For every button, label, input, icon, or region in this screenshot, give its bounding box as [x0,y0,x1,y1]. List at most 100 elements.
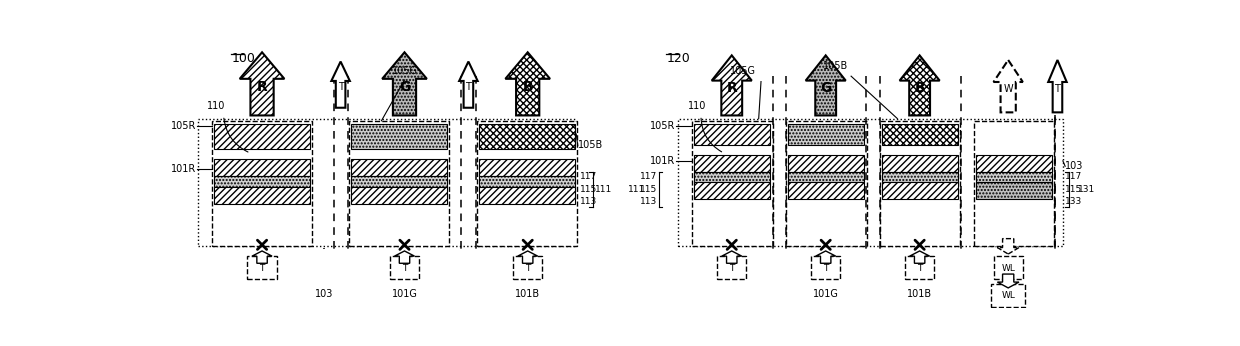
Text: B: B [914,81,925,95]
Text: T: T [823,264,828,273]
Text: T: T [729,264,734,273]
Text: T: T [402,264,407,273]
Polygon shape [506,52,551,116]
Bar [350,121,449,246]
Text: T: T [259,264,264,273]
Bar [786,121,867,246]
Polygon shape [997,239,1019,254]
Text: 113: 113 [640,197,657,206]
Bar [351,124,446,148]
Text: 105B: 105B [578,140,603,151]
Bar [976,172,1052,182]
Bar [215,124,310,148]
Text: T: T [1054,84,1060,94]
Bar [882,124,959,145]
Bar [479,124,574,148]
Polygon shape [239,52,284,116]
Bar [976,182,1052,199]
Polygon shape [382,52,427,116]
Bar [248,256,277,279]
Text: T: T [465,82,471,92]
Text: 103: 103 [1065,161,1084,171]
Bar [694,155,770,172]
Bar [694,124,770,145]
Text: 101G: 101G [812,289,838,299]
Bar [694,182,770,199]
Polygon shape [910,251,930,263]
Bar [198,119,575,246]
Bar [882,172,959,182]
Bar [973,121,1054,246]
Text: 101B: 101B [515,289,541,299]
Polygon shape [722,251,742,263]
Text: 103: 103 [315,289,332,299]
Polygon shape [459,62,477,108]
Bar [212,121,312,246]
Bar [882,155,959,172]
Text: 111: 111 [627,185,645,194]
Polygon shape [331,62,350,108]
Polygon shape [899,55,940,116]
Text: 105G: 105G [730,66,756,76]
Text: 105B: 105B [823,61,848,71]
Polygon shape [806,55,846,116]
Text: 100: 100 [231,52,255,65]
Bar [692,121,773,246]
Bar [811,256,841,279]
Bar [717,256,746,279]
Text: R: R [727,81,737,95]
Bar [787,172,864,182]
Polygon shape [816,251,836,263]
Text: 117: 117 [580,172,598,181]
Polygon shape [993,60,1023,112]
Bar [991,284,1025,307]
Text: 105R: 105R [171,121,197,131]
Text: 105G: 105G [392,66,418,76]
Bar [879,121,961,246]
Polygon shape [712,55,751,116]
Text: 105R: 105R [650,121,676,131]
Bar [351,187,446,204]
Text: 117: 117 [1065,172,1083,181]
Text: 110: 110 [207,101,224,111]
Polygon shape [252,251,272,263]
Text: G: G [820,81,831,95]
Text: WL: WL [1001,291,1016,300]
Text: W: W [1003,84,1013,94]
Polygon shape [517,251,538,263]
Text: 115: 115 [640,185,657,194]
Bar [351,159,446,176]
Bar [905,256,934,279]
Bar [389,256,419,279]
Bar [787,155,864,172]
Bar [787,182,864,199]
Text: T: T [525,264,531,273]
Text: 101B: 101B [908,289,932,299]
Polygon shape [1048,60,1066,112]
Text: 115: 115 [1065,185,1083,194]
Text: WL: WL [1001,264,1016,273]
Bar [215,159,310,176]
Bar [479,159,574,176]
Text: 101R: 101R [171,164,197,174]
Bar [479,176,574,187]
Bar [976,155,1052,172]
Text: T: T [337,82,343,92]
Text: R: R [257,80,268,94]
Text: 115: 115 [580,185,598,194]
Text: 101R: 101R [650,156,676,166]
Text: 120: 120 [666,52,689,65]
Text: 117: 117 [640,172,657,181]
Text: 110: 110 [688,101,707,111]
Bar [993,256,1023,279]
Bar [215,176,310,187]
Text: G: G [399,80,410,94]
Bar [477,121,577,246]
Text: T: T [916,264,923,273]
Bar [479,187,574,204]
Text: 101G: 101G [392,289,418,299]
Bar [882,182,959,199]
Bar [351,176,446,187]
Text: 111: 111 [595,185,611,194]
Text: 131: 131 [1079,185,1095,194]
